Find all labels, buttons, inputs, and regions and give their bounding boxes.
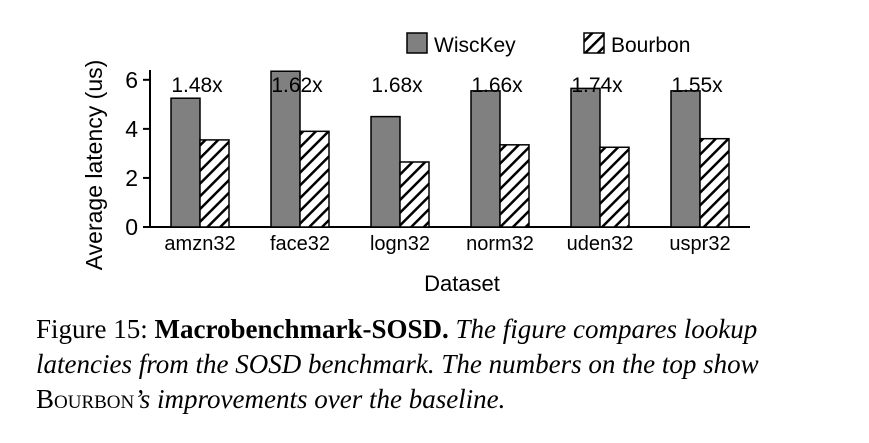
bar-bourbon-norm32	[499, 144, 530, 228]
x-tick-label-uden32: uden32	[567, 233, 634, 255]
speedup-annotation-norm32: 1.66x	[471, 74, 523, 97]
speedup-annotation-face32: 1.62x	[271, 74, 323, 97]
legend: WiscKey Bourbon	[406, 32, 690, 57]
legend-label-wisckey: WiscKey	[434, 34, 516, 57]
bar-wisckey-amzn32	[170, 97, 201, 228]
legend-label-bourbon: Bourbon	[611, 34, 690, 57]
y-tick-label: 6	[125, 67, 138, 93]
caption-system-name: Bourbon	[36, 384, 135, 414]
bar-bourbon-logn32	[399, 161, 430, 228]
bar-chart: 0 2 4 6 amzn32 face32 logn32 norm32 uden32 uspr3…	[81, 32, 750, 296]
caption-text-end: ’s improvements over the baseline.	[134, 384, 506, 414]
y-tick-label: 0	[125, 214, 138, 240]
bar-bourbon-uden32	[599, 146, 630, 228]
legend-swatch-wisckey	[406, 32, 428, 54]
speedup-annotation-amzn32: 1.48x	[171, 74, 223, 97]
bar-wisckey-logn32	[370, 115, 401, 228]
speedup-annotation-uspr32: 1.55x	[671, 74, 723, 97]
bar-wisckey-uspr32	[670, 90, 701, 228]
bar-wisckey-norm32	[470, 90, 501, 228]
caption-label: Figure 15:	[36, 314, 148, 344]
bar-bourbon-uspr32	[699, 137, 730, 228]
y-axis-label: Average latency (us)	[81, 60, 107, 271]
x-tick-label-uspr32: uspr32	[669, 233, 730, 255]
x-axis: amzn32 face32 logn32 norm32 uden32 uspr32	[150, 226, 750, 255]
y-tick-label: 4	[125, 116, 138, 142]
speedup-annotations: 1.48x 1.62x 1.68x 1.66x 1.74x 1.55x	[171, 74, 723, 97]
bar-bourbon-amzn32	[199, 139, 230, 228]
y-axis: 0 2 4 6	[125, 67, 151, 240]
x-axis-label: Dataset	[424, 271, 500, 296]
x-tick-label-amzn32: amzn32	[164, 233, 235, 255]
bar-wisckey-uden32	[570, 87, 601, 228]
figure-caption: Figure 15: Macrobenchmark-SOSD. The figu…	[36, 312, 836, 417]
bars	[170, 70, 730, 228]
x-tick-label-face32: face32	[270, 233, 330, 255]
legend-swatch-bourbon	[583, 32, 605, 54]
caption-title: Macrobenchmark-SOSD.	[154, 314, 449, 344]
bar-wisckey-face32	[270, 70, 301, 228]
x-tick-label-logn32: logn32	[370, 233, 430, 255]
bar-bourbon-face32	[299, 130, 330, 228]
caption-text: The figure compares lookup latencies fro…	[36, 314, 759, 379]
x-tick-label-norm32: norm32	[466, 233, 534, 255]
speedup-annotation-uden32: 1.74x	[571, 74, 623, 97]
y-tick-label: 2	[125, 165, 138, 191]
speedup-annotation-logn32: 1.68x	[371, 74, 423, 97]
